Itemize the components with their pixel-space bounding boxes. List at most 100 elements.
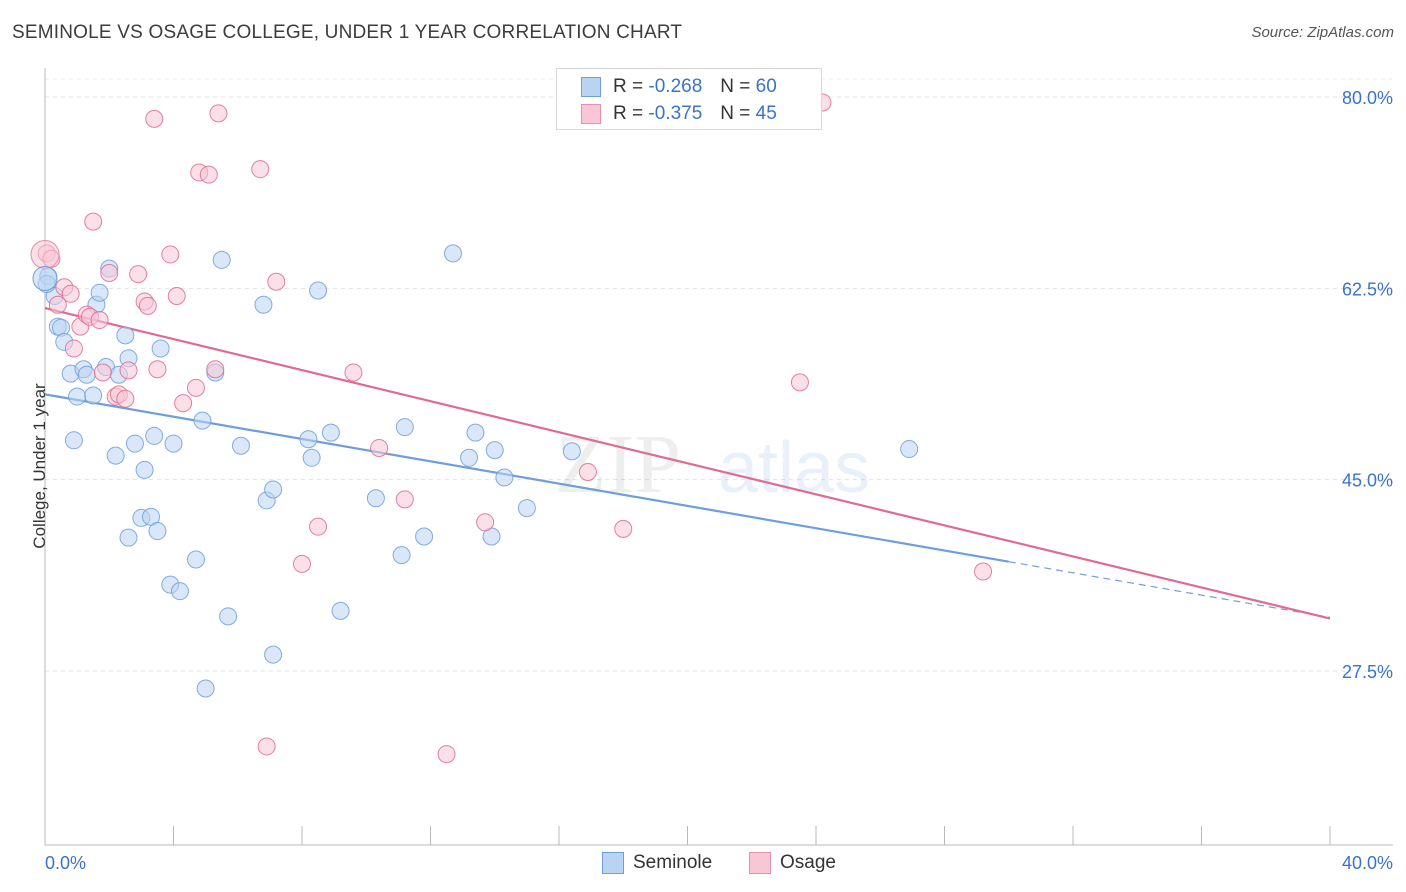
n-label: N = xyxy=(720,103,751,124)
osage-point xyxy=(309,517,328,536)
seminole-point xyxy=(212,250,231,269)
seminole-point xyxy=(64,431,83,450)
osage-point xyxy=(251,160,270,179)
seminole-point xyxy=(395,418,414,437)
y-tick-label: 27.5% xyxy=(1342,662,1393,682)
seminole-point xyxy=(264,645,283,664)
seminole-point xyxy=(196,679,215,698)
y-tick-label: 45.0% xyxy=(1342,471,1393,491)
seminole-point xyxy=(106,446,125,465)
seminole-point xyxy=(562,442,581,461)
osage-point xyxy=(267,272,286,291)
n-label: N = xyxy=(720,76,751,97)
seminole-point xyxy=(517,499,536,518)
legend-item-osage[interactable]: Osage xyxy=(749,852,836,874)
seminole-point xyxy=(495,468,514,487)
seminole-point xyxy=(466,423,485,442)
osage-point xyxy=(84,212,103,231)
grid-lines xyxy=(45,78,1392,672)
seminole-point xyxy=(254,295,273,314)
watermark: ZIP atlas xyxy=(555,418,870,511)
seminole-point xyxy=(366,489,385,508)
r-value: -0.375 xyxy=(648,103,703,124)
seminole-point xyxy=(900,440,919,459)
osage-legend-swatch xyxy=(749,852,771,874)
trend-lines xyxy=(44,306,1331,620)
osage-point xyxy=(30,239,60,269)
osage-point xyxy=(93,363,112,382)
seminole-point xyxy=(119,528,138,547)
seminole-point xyxy=(145,426,164,445)
osage-point xyxy=(614,519,633,538)
r-value: -0.268 xyxy=(648,76,703,97)
osage-point xyxy=(64,339,83,358)
seminole-point xyxy=(415,527,434,546)
seminole-point xyxy=(264,480,283,499)
n-value: 45 xyxy=(755,103,777,124)
osage-swatch xyxy=(581,104,601,124)
osage-point xyxy=(48,295,67,314)
osage-point xyxy=(129,265,148,284)
seminole-point xyxy=(309,281,328,300)
osage-legend-label: Osage xyxy=(780,852,836,873)
tick-labels: 27.5% 45.0% 62.5% 80.0% 0.0% 40.0% xyxy=(45,88,1393,873)
seminole-point xyxy=(302,448,321,467)
seminole-point xyxy=(164,434,183,453)
legend-row-seminole: R = -0.268 N = 60 xyxy=(581,75,777,99)
seminole-point xyxy=(321,423,340,442)
seminole-point xyxy=(231,436,250,455)
seminole-point xyxy=(331,601,350,620)
seminole-point xyxy=(77,365,96,384)
osage-point xyxy=(167,286,186,305)
seminole-point xyxy=(125,434,144,453)
seminole-point xyxy=(135,460,154,479)
osage-point xyxy=(116,389,135,408)
data-points xyxy=(30,93,993,764)
n-value: 60 xyxy=(755,76,777,97)
seminole-point xyxy=(148,522,167,541)
seminole-point xyxy=(219,607,238,626)
seminole-point xyxy=(32,265,58,291)
r-label: R = xyxy=(613,76,644,97)
chart-title: SEMINOLE VS OSAGE COLLEGE, UNDER 1 YEAR … xyxy=(12,22,683,43)
osage-point xyxy=(61,284,80,303)
osage-point xyxy=(206,360,225,379)
seminole-swatch xyxy=(581,77,601,97)
r-label: R = xyxy=(613,103,644,124)
legend-item-seminole[interactable]: Seminole xyxy=(602,852,712,874)
seminole-point xyxy=(170,582,189,601)
x-tick-label: 40.0% xyxy=(1342,853,1393,873)
osage-point xyxy=(174,394,193,413)
seminole-point xyxy=(193,411,212,430)
osage-point xyxy=(257,737,276,756)
osage-point xyxy=(344,363,363,382)
seminole-point xyxy=(392,546,411,565)
osage-point xyxy=(148,360,167,379)
osage-point xyxy=(138,296,157,315)
seminole-point xyxy=(116,326,135,345)
seminole-point xyxy=(443,244,462,263)
seminole-point xyxy=(485,441,504,460)
seminole-point xyxy=(84,386,103,405)
seminole-legend-swatch xyxy=(602,852,624,874)
watermark-zip: ZIP xyxy=(555,418,681,511)
osage-point xyxy=(90,311,109,330)
osage-point xyxy=(476,513,495,532)
osage-point xyxy=(119,361,138,380)
seminole-point xyxy=(68,387,87,406)
osage-point xyxy=(199,165,218,184)
osage-point xyxy=(395,490,414,509)
osage-point xyxy=(370,438,389,457)
series-legend: Seminole Osage xyxy=(0,852,1406,878)
osage-point xyxy=(974,562,993,581)
y-tick-label: 80.0% xyxy=(1342,88,1393,108)
y-axis-label: College, Under 1 year xyxy=(30,383,49,549)
stats-legend: R = -0.268 N = 60 R = -0.375 N = 45 xyxy=(556,68,822,130)
seminole-point xyxy=(90,283,109,302)
osage-point xyxy=(293,554,311,573)
osage-point xyxy=(578,463,597,482)
seminole-point xyxy=(460,448,479,467)
osage-point xyxy=(437,745,456,764)
watermark-atlas: atlas xyxy=(718,428,870,508)
